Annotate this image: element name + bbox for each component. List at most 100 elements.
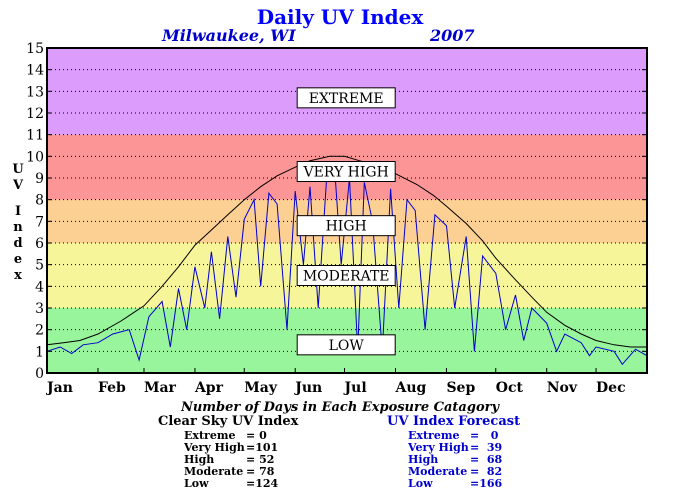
y-tick-label: 0 bbox=[35, 366, 44, 382]
x-tick-label: Sep bbox=[446, 380, 475, 396]
clear-sky-row-low: Low =124 bbox=[184, 478, 278, 490]
row-label: Moderate bbox=[408, 465, 468, 478]
clear-sky-series-line bbox=[46, 155, 647, 348]
y-axis-label-letter: V bbox=[12, 178, 24, 193]
band-label: MODERATE bbox=[303, 269, 390, 285]
y-tick-label: 2 bbox=[35, 323, 44, 339]
x-tick-label: Nov bbox=[547, 380, 578, 396]
band-label: HIGH bbox=[326, 219, 367, 235]
clear-sky-row-moderate: Moderate = 78 bbox=[184, 466, 278, 478]
x-tick-label: Oct bbox=[496, 380, 524, 396]
y-tick-label: 6 bbox=[35, 236, 44, 252]
row-eq: = bbox=[470, 453, 480, 466]
y-tick-label: 11 bbox=[26, 128, 44, 144]
row-label: Very High bbox=[184, 441, 245, 454]
row-label: Extreme bbox=[408, 429, 460, 442]
row-value: 0 bbox=[259, 429, 267, 442]
band-label-box bbox=[296, 215, 396, 237]
forecast-row-high: High = 68 bbox=[408, 454, 502, 466]
forecast-row-low: Low =166 bbox=[408, 478, 502, 490]
x-tick-label: Mar bbox=[144, 380, 177, 396]
x-tick-label: Jan bbox=[45, 380, 73, 396]
y-tick-label: 13 bbox=[26, 84, 44, 100]
x-tick-label: Dec bbox=[596, 380, 626, 396]
row-value: 39 bbox=[486, 441, 503, 454]
band-label: EXTREME bbox=[309, 91, 384, 107]
row-value: 82 bbox=[486, 465, 503, 478]
y-axis-label-letter: x bbox=[14, 268, 22, 283]
clear-sky-table-title: Clear Sky UV Index bbox=[158, 414, 299, 429]
row-label: High bbox=[184, 453, 215, 466]
band-label-box bbox=[296, 265, 396, 286]
y-tick-label: 5 bbox=[35, 258, 44, 274]
row-value: 68 bbox=[486, 453, 503, 466]
row-label: Low bbox=[408, 477, 433, 490]
y-tick-label: 3 bbox=[35, 301, 44, 317]
row-eq: = bbox=[470, 477, 480, 490]
row-eq: = bbox=[246, 441, 256, 454]
row-value: 166 bbox=[479, 477, 503, 490]
y-tick-label: 15 bbox=[26, 41, 44, 57]
band-label: VERY HIGH bbox=[303, 165, 389, 181]
clear-sky-row-extreme: Extreme = 0 bbox=[184, 430, 278, 442]
x-tick-label: Jul bbox=[343, 380, 367, 396]
row-eq: = bbox=[246, 453, 256, 466]
y-axis-label-letter: n bbox=[13, 220, 23, 235]
band-label-box bbox=[296, 87, 396, 109]
band-label-box bbox=[296, 334, 396, 356]
row-eq: = bbox=[470, 465, 480, 478]
band-label: LOW bbox=[329, 338, 365, 354]
row-value: 101 bbox=[255, 441, 279, 454]
x-tick-label: Apr bbox=[194, 380, 224, 396]
row-label: High bbox=[408, 453, 439, 466]
x-tick-label: May bbox=[244, 380, 278, 396]
subtitle-year: 2007 bbox=[430, 26, 475, 45]
row-label: Very High bbox=[408, 441, 469, 454]
y-tick-label: 9 bbox=[35, 171, 44, 187]
forecast-table-title: UV Index Forecast bbox=[387, 414, 521, 429]
row-eq: = bbox=[246, 429, 256, 442]
y-tick-label: 7 bbox=[35, 214, 44, 230]
y-axis-label-letter: d bbox=[13, 236, 23, 251]
chart-title: Daily UV Index bbox=[256, 5, 424, 29]
y-tick-label: 14 bbox=[26, 63, 44, 79]
row-eq: = bbox=[470, 429, 480, 442]
subtitle-location: Milwaukee, WI bbox=[162, 26, 296, 45]
row-eq: = bbox=[246, 477, 256, 490]
y-tick-label: 8 bbox=[35, 193, 44, 209]
band-label-box bbox=[296, 161, 396, 182]
plot-frame bbox=[46, 47, 648, 374]
y-axis-label-letter: I bbox=[14, 204, 22, 219]
y-tick-label: 12 bbox=[26, 106, 44, 122]
row-label: Low bbox=[184, 477, 209, 490]
x-tick-label: Aug bbox=[394, 380, 426, 396]
y-axis-label-gap bbox=[10, 194, 26, 204]
clear-sky-table: Extreme = 0 Very High=101 High = 52 Modera… bbox=[184, 430, 278, 490]
row-value: 0 bbox=[490, 429, 499, 442]
x-tick-label: Jun bbox=[293, 380, 322, 396]
forecast-row-moderate: Moderate = 82 bbox=[408, 466, 502, 478]
clear-sky-row-very-high: Very High=101 bbox=[184, 442, 278, 454]
row-label: Moderate bbox=[184, 465, 244, 478]
forecast-row-very-high: Very High= 39 bbox=[408, 442, 502, 454]
clear-sky-row-high: High = 52 bbox=[184, 454, 278, 466]
y-axis-label-letter: e bbox=[13, 252, 23, 267]
forecast-table: Extreme = 0 Very High= 39 High = 68 Modera… bbox=[408, 430, 502, 490]
y-tick-label: 10 bbox=[26, 149, 44, 165]
y-axis-label: U V I n d e x bbox=[10, 162, 26, 284]
x-tick-label: Feb bbox=[98, 380, 126, 396]
forecast-series-line bbox=[46, 167, 648, 366]
row-value: 52 bbox=[259, 453, 275, 466]
row-value: 78 bbox=[259, 465, 275, 478]
days-caption: Number of Days in Each Exposure Catagory bbox=[180, 400, 500, 415]
y-axis-label-letter: U bbox=[12, 162, 24, 177]
row-eq: = bbox=[246, 465, 256, 478]
forecast-row-extreme: Extreme = 0 bbox=[408, 430, 502, 442]
y-tick-label: 4 bbox=[35, 279, 44, 295]
row-value: 124 bbox=[255, 477, 279, 490]
row-eq: = bbox=[470, 441, 480, 454]
row-label: Extreme bbox=[184, 429, 236, 442]
y-tick-label: 1 bbox=[35, 344, 44, 360]
